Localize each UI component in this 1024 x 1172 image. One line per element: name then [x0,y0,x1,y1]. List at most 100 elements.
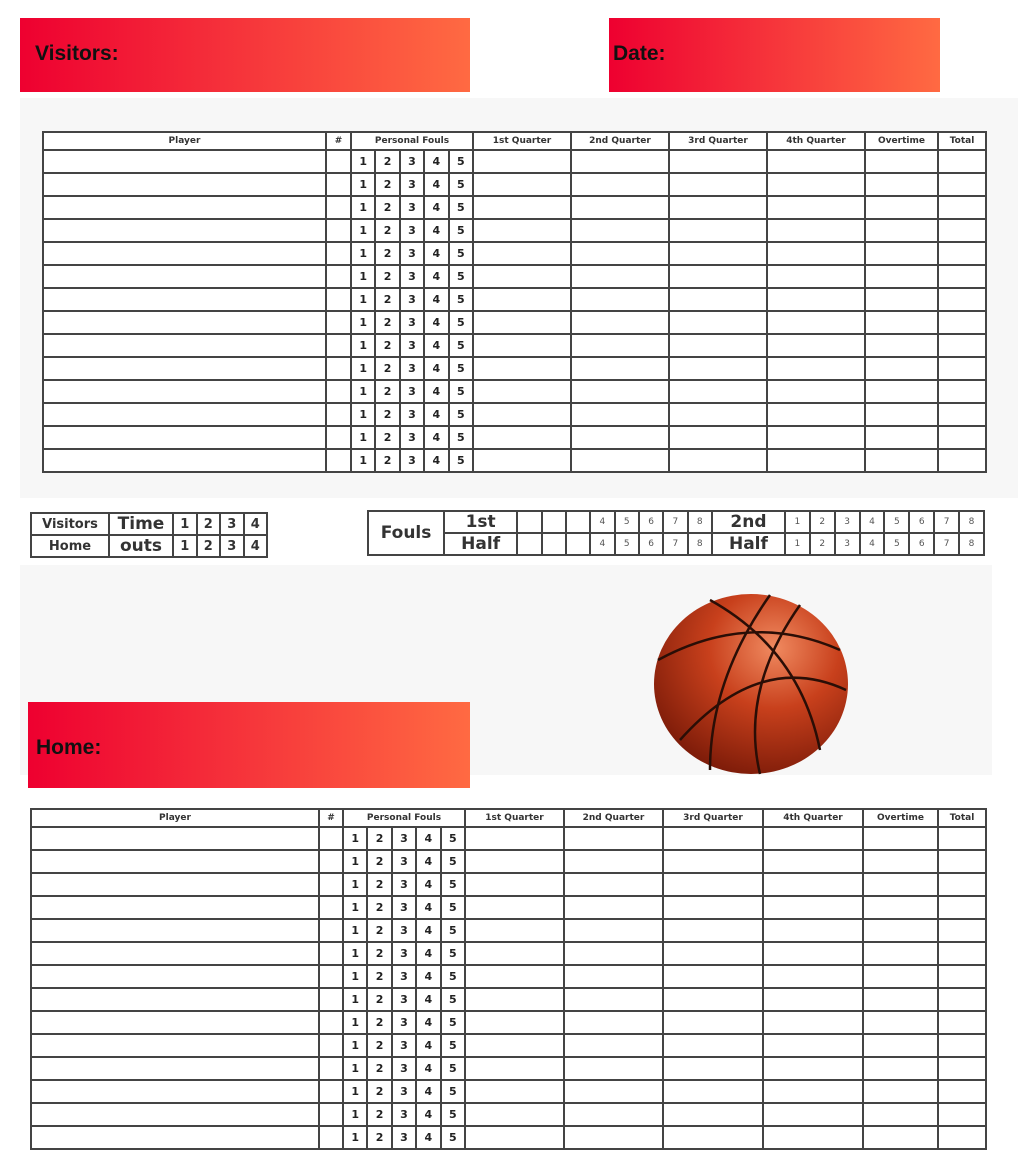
q1-cell[interactable] [463,1125,565,1150]
foul-box[interactable]: 3 [398,218,426,243]
overtime-cell[interactable] [863,356,939,381]
overtime-cell[interactable] [863,264,939,289]
q4-cell[interactable] [765,149,866,174]
q2-cell[interactable] [562,941,664,966]
first-half-foul-box[interactable]: 6 [637,510,665,534]
q2-cell[interactable] [562,964,664,989]
first-half-foul-box[interactable] [516,532,543,556]
total-cell[interactable] [936,987,987,1012]
second-half-foul-box[interactable]: 8 [958,510,985,534]
foul-box[interactable]: 5 [439,1010,467,1035]
jersey-number-cell[interactable] [318,1033,344,1058]
q2-cell[interactable] [569,356,670,381]
q1-cell[interactable] [463,1056,565,1081]
foul-box[interactable]: 5 [447,379,475,404]
foul-box[interactable]: 5 [447,287,475,312]
overtime-cell[interactable] [861,964,939,989]
home-timeout-box[interactable]: 2 [195,534,221,558]
q4-cell[interactable] [765,356,866,381]
q3-cell[interactable] [661,1010,764,1035]
first-half-foul-box[interactable]: 8 [686,510,713,534]
q1-cell[interactable] [463,987,565,1012]
foul-box[interactable]: 4 [415,987,442,1012]
q2-cell[interactable] [562,1056,664,1081]
player-name-cell[interactable] [42,379,327,404]
visitors-timeout-box[interactable]: 3 [219,512,245,536]
q2-cell[interactable] [562,1010,664,1035]
first-half-foul-box[interactable] [540,510,567,534]
total-cell[interactable] [936,310,987,335]
q2-cell[interactable] [569,448,670,473]
q2-cell[interactable] [569,172,670,197]
q4-cell[interactable] [761,826,864,851]
q1-cell[interactable] [463,849,565,874]
foul-box[interactable]: 5 [447,195,475,220]
foul-box[interactable]: 3 [390,872,418,897]
player-name-cell[interactable] [42,448,327,473]
q3-cell[interactable] [661,918,764,943]
q1-cell[interactable] [463,1033,565,1058]
jersey-number-cell[interactable] [318,987,344,1012]
foul-box[interactable]: 5 [447,356,475,381]
foul-box[interactable]: 1 [341,941,369,966]
q3-cell[interactable] [667,448,768,473]
foul-box[interactable]: 4 [423,333,450,358]
foul-box[interactable]: 4 [423,264,450,289]
q4-cell[interactable] [761,872,864,897]
second-half-foul-box[interactable]: 5 [883,510,911,534]
first-half-foul-box[interactable] [516,510,543,534]
total-cell[interactable] [936,1102,987,1127]
foul-box[interactable]: 4 [423,218,450,243]
foul-box[interactable]: 2 [366,1010,393,1035]
foul-box[interactable]: 1 [341,1010,369,1035]
foul-box[interactable]: 5 [447,333,475,358]
jersey-number-cell[interactable] [325,287,352,312]
home-timeout-box[interactable]: 4 [242,534,268,558]
foul-box[interactable]: 5 [439,1056,467,1081]
total-cell[interactable] [936,149,987,174]
q4-cell[interactable] [765,402,866,427]
q3-cell[interactable] [667,356,768,381]
q2-cell[interactable] [569,149,670,174]
foul-box[interactable]: 3 [390,1125,418,1150]
foul-box[interactable]: 3 [398,149,426,174]
overtime-cell[interactable] [863,402,939,427]
total-cell[interactable] [936,402,987,427]
player-name-cell[interactable] [30,895,320,920]
q2-cell[interactable] [562,987,664,1012]
foul-box[interactable]: 3 [398,172,426,197]
player-name-cell[interactable] [30,1010,320,1035]
q3-cell[interactable] [661,964,764,989]
total-cell[interactable] [936,333,987,358]
q4-cell[interactable] [761,1079,864,1104]
foul-box[interactable]: 3 [398,195,426,220]
q1-cell[interactable] [471,448,572,473]
foul-box[interactable]: 2 [366,918,393,943]
foul-box[interactable]: 4 [415,849,442,874]
q1-cell[interactable] [463,826,565,851]
foul-box[interactable]: 1 [341,849,369,874]
second-half-foul-box[interactable]: 6 [908,532,936,556]
foul-box[interactable]: 4 [415,872,442,897]
q2-cell[interactable] [569,287,670,312]
foul-box[interactable]: 4 [415,1033,442,1058]
jersey-number-cell[interactable] [325,379,352,404]
foul-box[interactable]: 5 [439,872,467,897]
foul-box[interactable]: 2 [374,310,401,335]
q3-cell[interactable] [661,1102,764,1127]
foul-box[interactable]: 5 [447,264,475,289]
foul-box[interactable]: 1 [349,287,377,312]
foul-box[interactable]: 3 [390,964,418,989]
q3-cell[interactable] [667,241,768,266]
player-name-cell[interactable] [42,425,327,450]
total-cell[interactable] [936,872,987,897]
foul-box[interactable]: 1 [341,895,369,920]
total-cell[interactable] [936,895,987,920]
foul-box[interactable]: 2 [374,356,401,381]
foul-box[interactable]: 4 [423,287,450,312]
foul-box[interactable]: 2 [374,264,401,289]
total-cell[interactable] [936,918,987,943]
jersey-number-cell[interactable] [318,1010,344,1035]
q4-cell[interactable] [761,918,864,943]
total-cell[interactable] [936,941,987,966]
